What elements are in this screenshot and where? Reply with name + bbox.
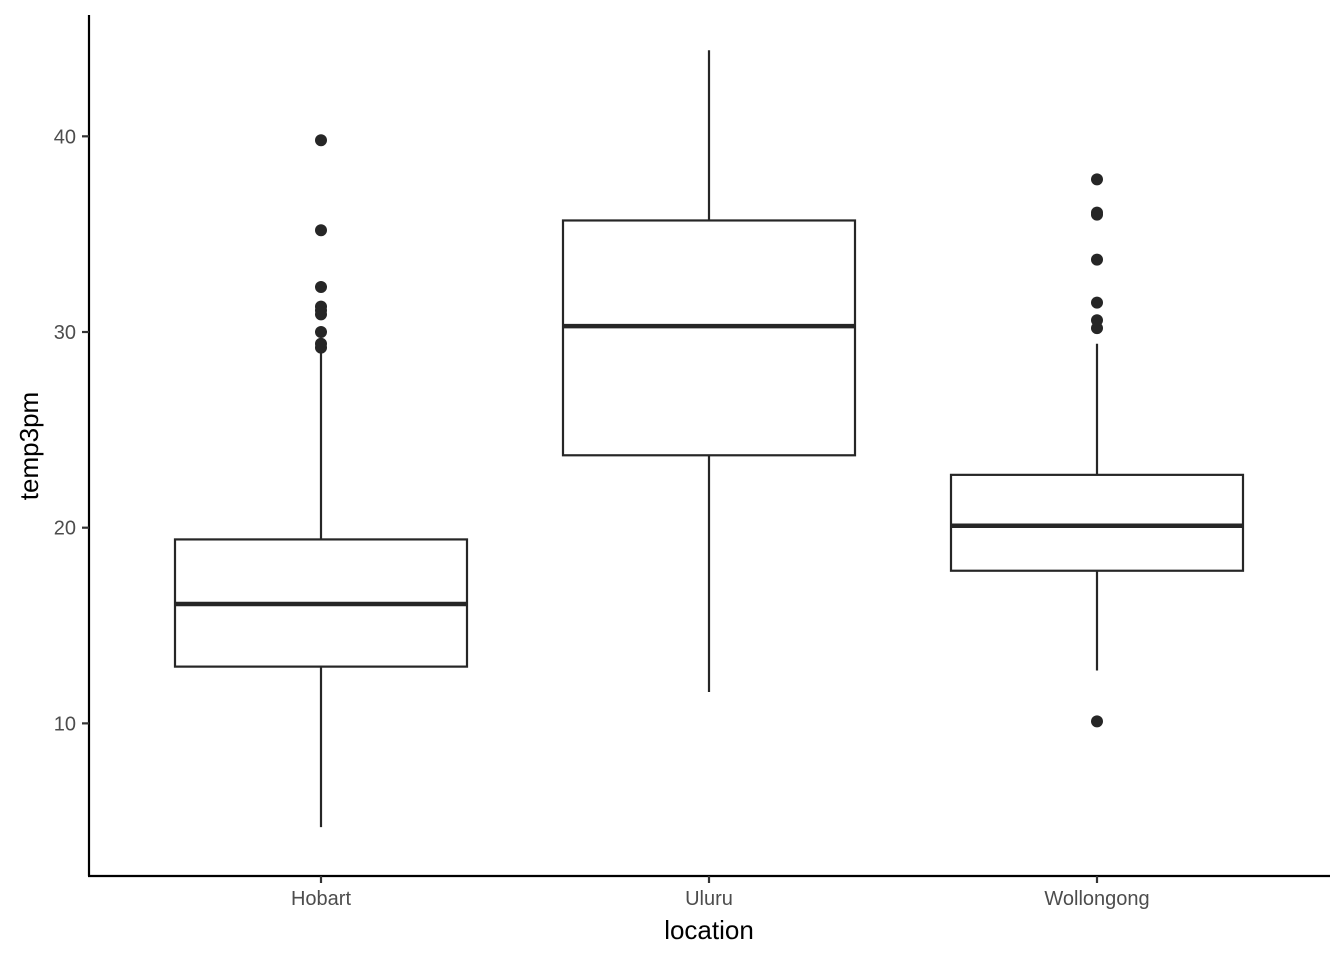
outlier-point [1091, 253, 1103, 266]
y-axis-ticks: 10 20 30 40 [54, 126, 89, 735]
outlier-point [315, 134, 327, 147]
outlier-point [1091, 206, 1103, 219]
y-tick-label: 20 [54, 518, 76, 540]
iqr-box [949, 473, 1245, 572]
iqr-box [561, 219, 857, 457]
x-tick-label: Wollongong [1044, 888, 1149, 910]
y-tick-label: 40 [54, 126, 76, 148]
outlier-point [315, 300, 327, 313]
outlier-point [315, 326, 327, 339]
outlier-point [1091, 715, 1103, 728]
outlier-point [315, 280, 327, 293]
x-axis-ticks: Hobart Uluru Wollongong [291, 876, 1150, 910]
outlier-point [315, 337, 327, 350]
outlier-point [1091, 296, 1103, 309]
plot-area [173, 50, 1245, 828]
outlier-point [315, 224, 327, 237]
x-axis-title: location [664, 915, 754, 945]
y-tick-label: 10 [54, 713, 76, 735]
y-axis-title: temp3pm [14, 392, 44, 500]
box-wollongong [949, 173, 1245, 728]
outlier-point [1091, 314, 1103, 327]
x-tick-label: Hobart [291, 888, 351, 910]
x-tick-label: Uluru [685, 888, 733, 910]
outlier-point [1091, 173, 1103, 186]
y-tick-label: 30 [54, 322, 76, 344]
box-uluru [561, 50, 857, 693]
box-hobart [173, 134, 469, 828]
